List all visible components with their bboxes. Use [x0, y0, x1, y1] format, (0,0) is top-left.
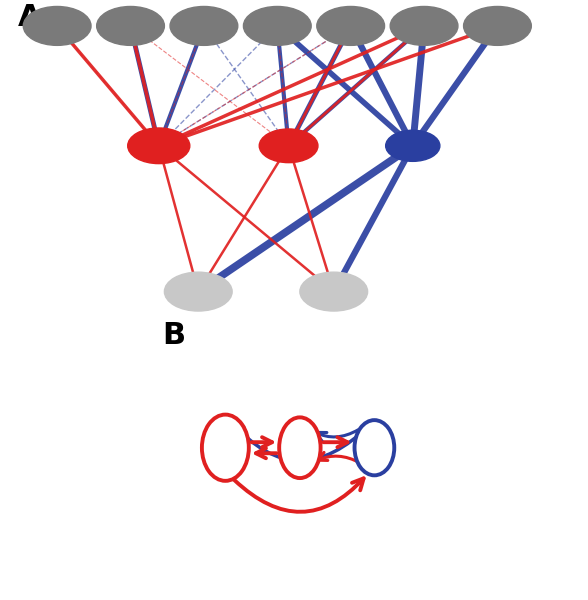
- Circle shape: [24, 7, 91, 46]
- FancyArrowPatch shape: [235, 478, 363, 512]
- Text: B: B: [162, 321, 185, 350]
- Circle shape: [128, 128, 190, 164]
- Circle shape: [386, 130, 440, 161]
- Ellipse shape: [202, 415, 249, 481]
- FancyArrowPatch shape: [318, 452, 360, 463]
- Ellipse shape: [279, 418, 320, 478]
- FancyArrowPatch shape: [256, 448, 276, 458]
- Circle shape: [259, 129, 318, 163]
- Circle shape: [300, 272, 368, 311]
- Circle shape: [165, 272, 232, 311]
- Circle shape: [317, 7, 385, 46]
- Circle shape: [463, 7, 532, 46]
- Ellipse shape: [355, 420, 395, 475]
- Circle shape: [170, 7, 238, 46]
- Circle shape: [390, 7, 458, 46]
- Text: A: A: [18, 3, 41, 32]
- FancyArrowPatch shape: [316, 430, 358, 442]
- FancyArrowPatch shape: [323, 437, 348, 447]
- Circle shape: [96, 7, 165, 46]
- FancyArrowPatch shape: [252, 437, 272, 447]
- Circle shape: [243, 7, 311, 46]
- FancyArrowPatch shape: [232, 423, 370, 461]
